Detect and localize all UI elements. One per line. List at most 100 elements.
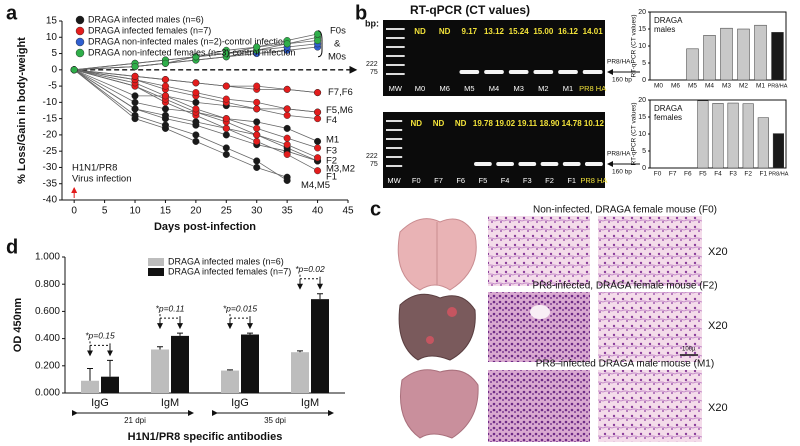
data-point <box>161 59 169 67</box>
y-axis-label: RT-qPCR (CT values) <box>631 15 638 78</box>
annotation: Virus infection <box>72 174 132 185</box>
x-tick-label: IgG <box>91 397 109 409</box>
bar <box>720 27 733 81</box>
data-point <box>253 137 261 145</box>
error-bar <box>297 350 303 353</box>
histology-caption: PR8–infected DRAGA male mouse (M1) <box>536 359 714 370</box>
y-tick-label: -30 <box>43 162 58 173</box>
bar <box>291 352 309 393</box>
gel-size-label: 160 bp <box>612 169 632 176</box>
ladder-band <box>386 46 405 48</box>
series-line <box>73 69 318 162</box>
bar <box>221 370 239 393</box>
y-tick-label: 15 <box>638 114 646 121</box>
x-tick-label: M2 <box>739 83 748 90</box>
gel-band <box>496 162 514 166</box>
gel-images: MW M0 ND M6 ND M5 9.17 M4 13.12 M3 15.24 M2 15.00 M1 1… <box>366 20 640 188</box>
bar <box>712 103 724 169</box>
gel-lane-label: MW <box>387 176 401 185</box>
gel-ct-label: 19.02 <box>495 119 516 128</box>
bar <box>311 299 329 393</box>
gel <box>383 20 605 96</box>
y-tick-label: 5 <box>642 60 646 67</box>
x-tick-label: F1 <box>760 171 768 178</box>
x-tick-label: F2 <box>744 171 752 178</box>
data-point <box>253 43 261 51</box>
legend-label: DRAGA infected females (n=7) <box>168 266 291 276</box>
legend-swatch <box>148 258 164 266</box>
gel-band <box>508 70 529 74</box>
series-line <box>73 69 318 162</box>
ladder-band <box>386 138 403 140</box>
annotation: & <box>334 38 341 49</box>
gel-lane-label: F5 <box>479 176 488 185</box>
series-line <box>74 33 318 71</box>
series-line <box>74 69 318 120</box>
gel-band <box>484 70 504 74</box>
y-tick-label: -5 <box>48 81 57 92</box>
x-tick-label: F7 <box>669 171 677 178</box>
legend-label: DRAGA infected females (n=7) <box>88 25 211 35</box>
series-line <box>74 69 318 172</box>
bar <box>754 24 767 81</box>
y-tick-label: 15 <box>638 26 646 33</box>
x-tick-label: 25 <box>221 206 233 217</box>
gel-ct-label: 14.78 <box>562 119 583 128</box>
error-bar <box>87 368 93 381</box>
data-point <box>222 144 230 152</box>
data-point <box>283 124 291 132</box>
data-point <box>131 92 139 100</box>
gel-band-label: PR8/HA <box>607 59 631 66</box>
magnification: X20 <box>708 246 728 258</box>
data-point <box>314 37 322 45</box>
data-point <box>283 134 291 142</box>
series-line <box>73 69 318 142</box>
data-point <box>161 82 169 90</box>
gel-lane-label: M3 <box>513 84 523 93</box>
chart-label: females <box>654 113 682 122</box>
panel-letter: b <box>355 2 367 24</box>
data-point <box>253 163 261 171</box>
gel-ct-label: 15.24 <box>509 27 530 36</box>
data-point <box>222 115 230 123</box>
annotation: M4,M5 <box>301 180 330 191</box>
data-point <box>253 82 261 90</box>
gel-lane-label: F4 <box>501 176 510 185</box>
gel-band <box>585 162 603 166</box>
gel-marker: 75 <box>370 161 378 168</box>
ladder-band <box>386 165 403 167</box>
error-bar <box>247 332 253 335</box>
error-bar <box>107 359 113 377</box>
legend-label: DRAGA non-infected females (n=3)-control… <box>88 47 295 57</box>
data-point <box>192 89 200 97</box>
y-tick-label: 5 <box>642 148 646 155</box>
y-tick-label: 10 <box>46 32 58 43</box>
data-point <box>222 131 230 139</box>
y-tick-label: 0.600 <box>35 306 60 317</box>
data-point <box>70 66 78 74</box>
bar <box>697 100 709 169</box>
gel-bp-label: bp: <box>365 18 379 28</box>
error-bar <box>227 369 233 371</box>
ladder-band <box>386 37 405 39</box>
magnification: X20 <box>708 402 728 414</box>
gel-marker: 222 <box>366 153 378 160</box>
annotation: F4 <box>326 115 337 126</box>
x-tick-label: M0 <box>654 83 663 90</box>
y-tick-label: 0.400 <box>35 333 60 344</box>
x-tick-label: 30 <box>251 206 263 217</box>
legend-marker <box>75 26 85 36</box>
data-point <box>131 72 139 80</box>
gel-lane-label: F0 <box>412 176 421 185</box>
gel-ct-label: 19.11 <box>518 119 538 128</box>
y-tick-label: 0 <box>642 77 646 84</box>
y-tick-label: 1.000 <box>35 252 60 263</box>
x-tick-label: F4 <box>714 171 722 178</box>
gel-lane-label: M0 <box>415 84 425 93</box>
x-tick-label: 40 <box>312 206 324 217</box>
x-tick-label: M3 <box>722 83 731 90</box>
gel-band <box>533 70 554 74</box>
gel-size-label: 160 bp <box>612 77 632 84</box>
annotation: M1 <box>326 134 339 145</box>
